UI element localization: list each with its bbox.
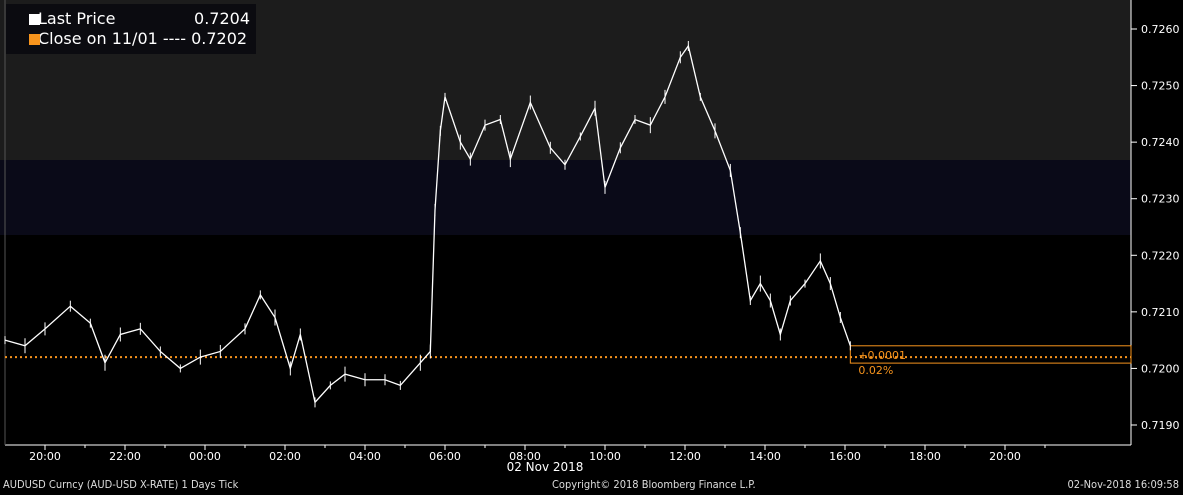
x-tick-label: 20:00 [989, 450, 1021, 463]
x-tick-label: 18:00 [909, 450, 941, 463]
price-line [4, 44, 851, 404]
x-tick-label: 20:00 [29, 450, 61, 463]
change-value: +0.0001 [858, 349, 906, 362]
y-tick-label: 0.7220 [1141, 249, 1180, 262]
x-tick-label: 16:00 [829, 450, 861, 463]
legend: Last Price 0.7204 Close on 11/01 ---- 0.… [6, 4, 256, 54]
legend-last-price: Last Price 0.7204 [29, 9, 250, 29]
x-tick-label: 06:00 [429, 450, 461, 463]
legend-close-label: Close on 11/01 ---- 0.7202 [38, 29, 248, 48]
legend-last-value: 0.7204 [194, 9, 250, 28]
legend-swatch-white [29, 14, 40, 25]
x-tick-label: 12:00 [669, 450, 701, 463]
last-price-marker [849, 345, 1132, 364]
change-pct: 0.02% [858, 364, 893, 377]
y-tick-label: 0.7260 [1141, 23, 1180, 36]
footer-timestamp: 02-Nov-2018 16:09:58 [1067, 478, 1179, 491]
footer-copyright: Copyright© 2018 Bloomberg Finance L.P. [552, 478, 756, 491]
x-tick-label: 22:00 [109, 450, 141, 463]
y-tick-label: 0.7210 [1141, 306, 1180, 319]
legend-close: Close on 11/01 ---- 0.7202 [29, 29, 250, 49]
y-tick-label: 0.7200 [1141, 362, 1180, 375]
y-tick-label: 0.7250 [1141, 80, 1180, 93]
x-tick-label: 00:00 [189, 450, 221, 463]
y-tick-label: 0.7240 [1141, 136, 1180, 149]
x-tick-label: 10:00 [589, 450, 621, 463]
x-tick-label: 14:00 [749, 450, 781, 463]
x-tick-label: 02:00 [269, 450, 301, 463]
y-tick-label: 0.7230 [1141, 193, 1180, 206]
footer-security: AUDUSD Curncy (AUD-USD X-RATE) 1 Days Ti… [3, 478, 239, 491]
bg-band-mid [0, 160, 1131, 235]
legend-last-label: Last Price [38, 9, 116, 28]
x-date-label: 02 Nov 2018 [507, 460, 584, 474]
x-tick-label: 08:00 [509, 450, 541, 463]
legend-swatch-orange [29, 34, 40, 45]
y-tick-label: 0.7190 [1141, 419, 1180, 432]
x-tick-label: 04:00 [349, 450, 381, 463]
